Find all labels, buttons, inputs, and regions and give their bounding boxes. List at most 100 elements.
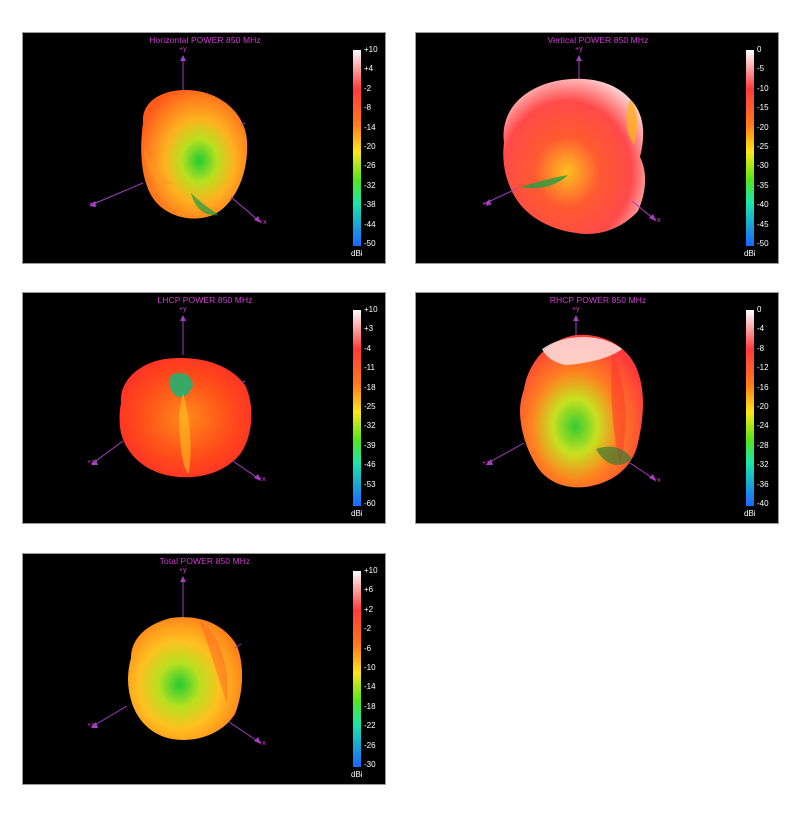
radiation-pattern-3d (89, 55, 261, 223)
color-scale-bar (353, 571, 361, 767)
scale-tick: 0 (757, 305, 762, 314)
scale-tick: -40 (757, 200, 769, 210)
scale-tick: -15 (757, 103, 769, 113)
panel-title: Horizontal POWER 850 MHz (149, 35, 261, 45)
scale-tick: -8 (364, 103, 372, 113)
scale-tick: -30 (757, 161, 769, 171)
scale-tick: -4 (364, 343, 372, 353)
axis-label-z: +z (482, 460, 490, 467)
scale-tick: -39 (364, 440, 376, 450)
scale-tick: -25 (757, 142, 769, 151)
scale-tick: -44 (364, 219, 376, 229)
scale-tick: +6 (364, 585, 374, 595)
scale-tick: -50 (757, 239, 769, 248)
panel-title: Total POWER 850 MHz (159, 556, 251, 566)
color-scale-bar (746, 310, 754, 506)
color-scale-ticks: +10 +3 -4 -11 -18 -25 -32 -39 -46 -53 -6… (364, 305, 385, 511)
axis-label-y: +y (179, 306, 187, 313)
scale-tick: -18 (364, 382, 376, 392)
axis-label-z: +z (482, 201, 490, 208)
scale-tick: -38 (364, 200, 376, 210)
pattern-panel-horizontal: Horizontal POWER 850 MHz +y +z +x +10 +4… (22, 32, 386, 264)
scale-tick: -18 (364, 701, 376, 711)
axis-label-y: +y (179, 46, 187, 53)
scale-tick: -12 (757, 363, 769, 373)
scale-tick: -40 (757, 499, 769, 508)
axis-label-x: +x (653, 217, 661, 224)
color-scale-ticks: +10 +4 -2 -8 -14 -20 -26 -32 -38 -44 -50 (364, 45, 385, 251)
scale-tick: -20 (364, 142, 376, 151)
panel-title: Vertical POWER 850 MHz (547, 35, 649, 45)
pattern-panel-total: Total POWER 850 MHz +y +z +x +10 +6 +2 -… (22, 553, 386, 785)
scale-tick: +4 (364, 64, 374, 74)
scale-tick: -2 (364, 624, 372, 634)
scale-tick: 0 (757, 45, 762, 54)
scale-unit: dBi (744, 249, 756, 258)
radiation-pattern-3d (91, 576, 261, 744)
scale-tick: -24 (757, 421, 769, 431)
axis-label-y: +y (179, 567, 187, 574)
scale-tick: -4 (757, 324, 765, 334)
axis-label-z: +z (89, 201, 97, 208)
scale-tick: -46 (364, 460, 376, 470)
axis-label-y: +y (575, 46, 583, 53)
panel-title: LHCP POWER 850 MHz (157, 295, 253, 305)
scale-tick: -36 (757, 479, 769, 489)
scale-tick: -22 (364, 721, 376, 731)
color-scale-bar (353, 50, 361, 246)
color-scale-bar (353, 310, 361, 506)
scale-tick: -6 (364, 643, 372, 653)
scale-tick: -35 (757, 180, 769, 190)
pattern-panel-lhcp: LHCP POWER 850 MHz +y +z +x +10 +3 -4 -1… (22, 292, 386, 524)
scale-tick: -10 (364, 663, 376, 672)
color-scale-ticks: 0 -5 -10 -15 -20 -25 -30 -35 -40 -45 -50 (757, 45, 778, 251)
scale-tick: -5 (757, 64, 765, 74)
scale-tick: -32 (364, 180, 376, 190)
scale-tick: -25 (364, 402, 376, 411)
scale-tick: +10 (364, 566, 378, 575)
color-scale-ticks: +10 +6 +2 -2 -6 -10 -14 -18 -22 -26 -30 (364, 566, 385, 772)
scale-tick: -8 (757, 343, 765, 353)
axis-label-x: +x (258, 740, 266, 747)
scale-tick: -30 (364, 760, 376, 769)
radiation-pattern-3d (91, 315, 261, 481)
scale-tick: -50 (364, 239, 376, 248)
radiation-pattern-3d (486, 315, 656, 488)
axis-label-x: +x (258, 476, 266, 483)
axis-label-z: +z (87, 722, 95, 729)
scale-tick: -26 (364, 740, 376, 750)
scale-tick: -45 (757, 219, 769, 229)
scale-tick: -10 (757, 83, 769, 93)
scale-tick: -32 (757, 460, 769, 470)
scale-tick: -28 (757, 440, 769, 450)
scale-tick: -14 (364, 682, 376, 692)
scale-tick: -14 (364, 122, 376, 132)
axis-label-x: +x (259, 219, 267, 226)
color-scale-ticks: 0 -4 -8 -12 -16 -20 -24 -28 -32 -36 -40 (757, 305, 778, 511)
scale-unit: dBi (351, 249, 363, 258)
scale-tick: -2 (364, 83, 372, 93)
scale-unit: dBi (744, 509, 756, 518)
pattern-panel-rhcp: RHCP POWER 850 MHz +y +z +x 0 -4 -8 -12 … (415, 292, 779, 524)
pattern-panel-vertical: Vertical POWER 850 MHz +y +z +x 0 -5 -10… (415, 32, 779, 264)
scale-tick: -60 (364, 499, 376, 508)
scale-tick: -11 (364, 363, 375, 373)
scale-tick: +10 (364, 305, 378, 314)
scale-tick: -16 (757, 382, 769, 392)
scale-tick: +10 (364, 45, 378, 54)
scale-tick: -20 (757, 122, 769, 132)
color-scale-bar (746, 50, 754, 246)
scale-tick: -20 (757, 402, 769, 411)
scale-tick: -32 (364, 421, 376, 431)
scale-unit: dBi (351, 509, 363, 518)
scale-unit: dBi (351, 770, 363, 779)
scale-tick: +2 (364, 604, 374, 614)
radiation-pattern-3d (484, 55, 656, 235)
axis-label-z: +z (87, 459, 95, 466)
scale-tick: +3 (364, 324, 374, 334)
scale-tick: -26 (364, 161, 376, 171)
scale-tick: -53 (364, 479, 376, 489)
panel-title: RHCP POWER 850 MHz (549, 295, 647, 305)
axis-label-x: +x (653, 477, 661, 484)
axis-label-y: +y (572, 306, 580, 313)
